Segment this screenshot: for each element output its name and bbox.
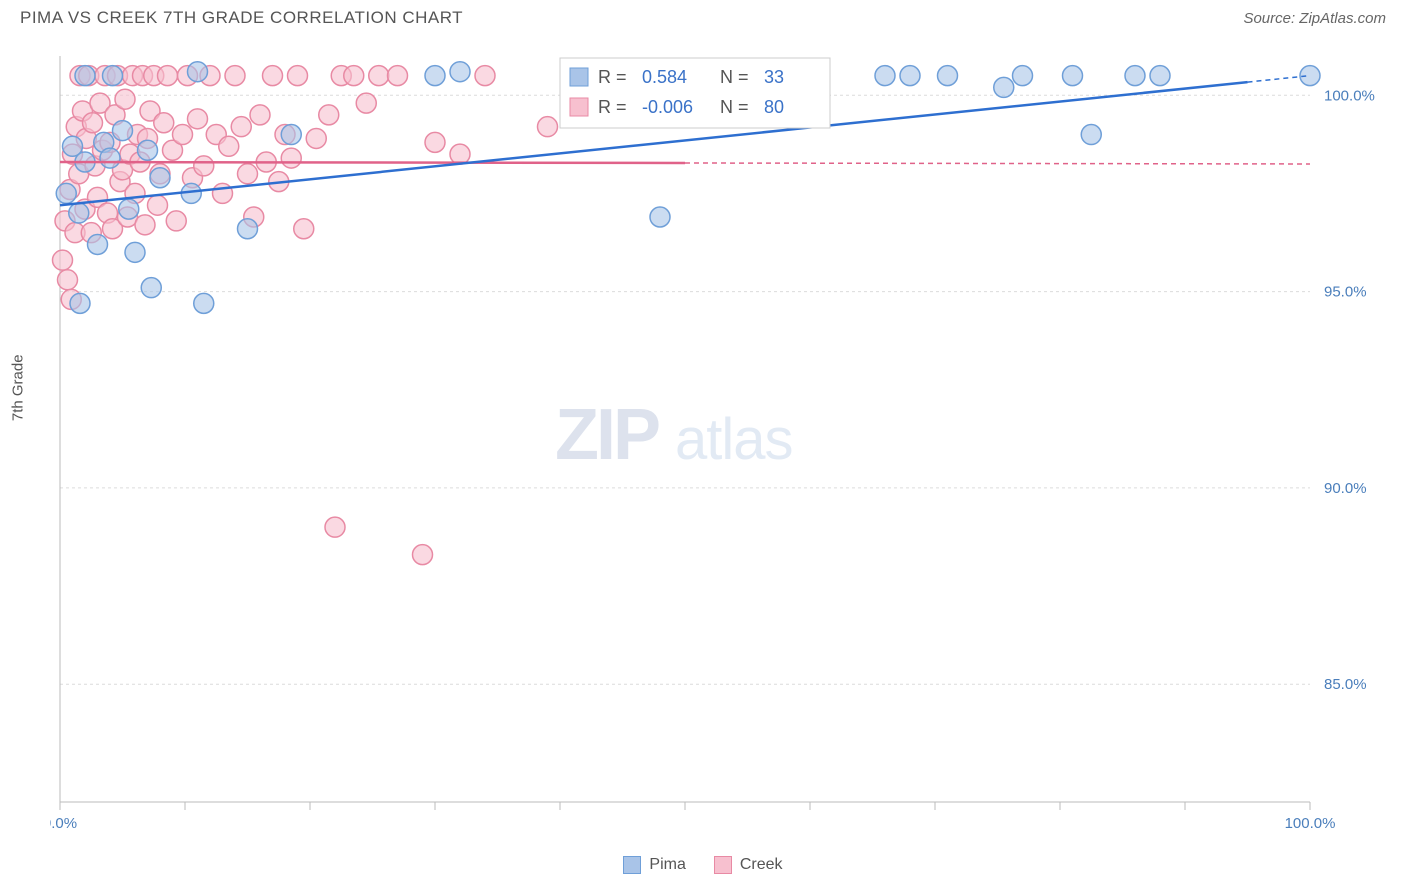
svg-text:100.0%: 100.0% bbox=[1324, 87, 1375, 104]
pima-swatch-icon bbox=[623, 856, 641, 874]
svg-text:N =: N = bbox=[720, 97, 749, 117]
svg-text:0.0%: 0.0% bbox=[50, 815, 77, 832]
svg-text:R =: R = bbox=[598, 67, 627, 87]
svg-text:80: 80 bbox=[764, 97, 784, 117]
y-axis-label: 7th Grade bbox=[10, 354, 27, 421]
svg-text:atlas: atlas bbox=[675, 407, 793, 472]
bottom-legend: Pima Creek bbox=[0, 856, 1406, 874]
svg-text:85.0%: 85.0% bbox=[1324, 676, 1367, 693]
scatter-plot-svg: 85.0% 90.0% 95.0% 100.0% 0.0% 100.0% ZIPatlas R… bbox=[50, 50, 1386, 832]
svg-text:N =: N = bbox=[720, 67, 749, 87]
svg-text:ZIP: ZIP bbox=[555, 395, 659, 475]
creek-swatch-icon bbox=[714, 856, 732, 874]
legend-label-pima: Pima bbox=[649, 856, 685, 874]
legend-label-creek: Creek bbox=[740, 856, 783, 874]
svg-text:100.0%: 100.0% bbox=[1285, 815, 1336, 832]
legend-item-creek: Creek bbox=[714, 856, 783, 874]
svg-text:95.0%: 95.0% bbox=[1324, 284, 1367, 301]
svg-text:R =: R = bbox=[598, 97, 627, 117]
svg-text:33: 33 bbox=[764, 67, 784, 87]
chart-area: 85.0% 90.0% 95.0% 100.0% 0.0% 100.0% ZIPatlas R… bbox=[50, 50, 1386, 832]
svg-text:-0.006: -0.006 bbox=[642, 97, 693, 117]
source-attribution: Source: ZipAtlas.com bbox=[1243, 10, 1386, 27]
svg-text:90.0%: 90.0% bbox=[1324, 480, 1367, 497]
svg-text:0.584: 0.584 bbox=[642, 67, 687, 87]
legend-item-pima: Pima bbox=[623, 856, 685, 874]
chart-title: PIMA VS CREEK 7TH GRADE CORRELATION CHAR… bbox=[20, 8, 463, 28]
